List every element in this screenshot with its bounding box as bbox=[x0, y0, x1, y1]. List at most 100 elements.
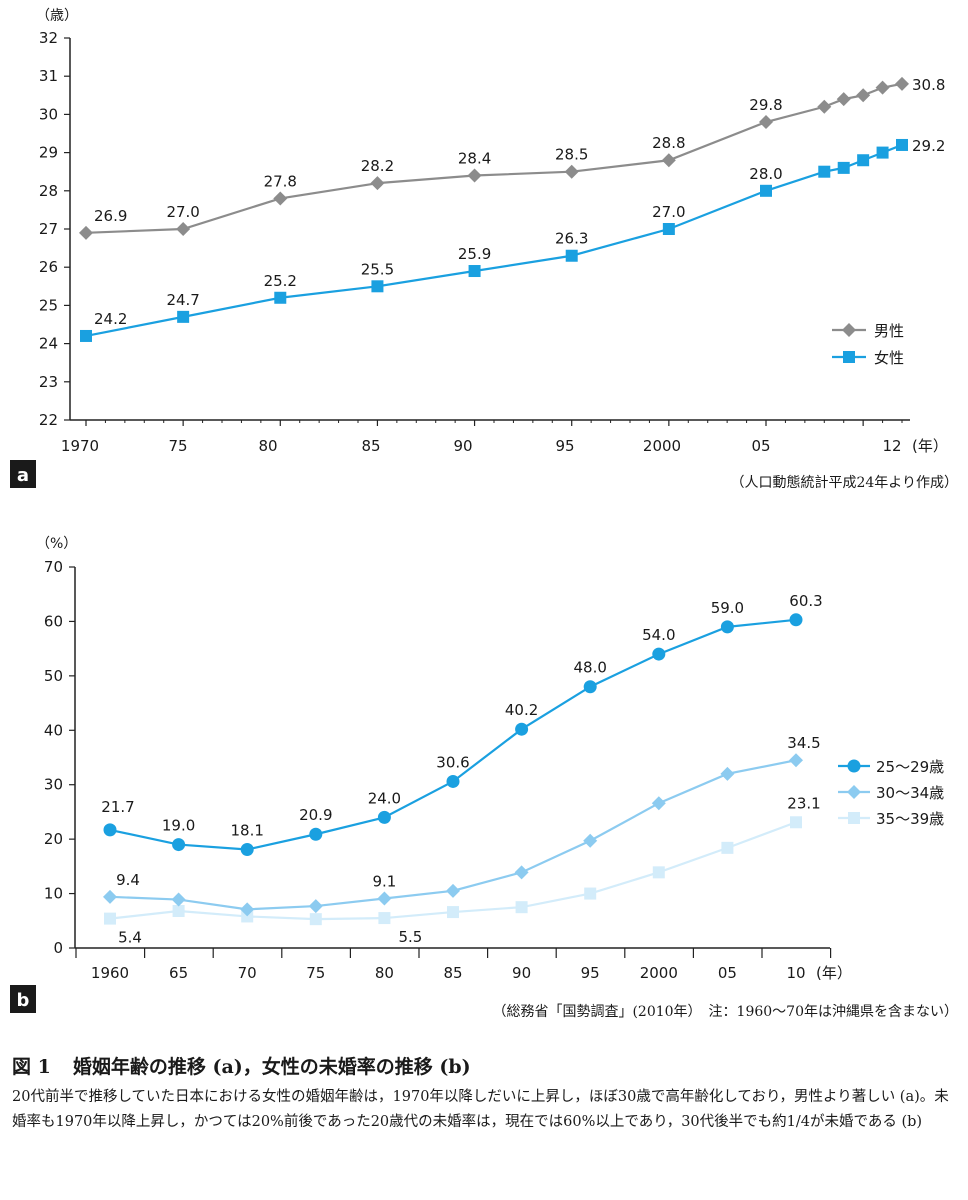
b-y-tick-label: 0 bbox=[53, 939, 63, 957]
a-data-label: 30.8 bbox=[912, 76, 945, 94]
a-x-tick-label: 90 bbox=[453, 437, 472, 455]
a-data-point bbox=[857, 154, 870, 167]
b-data-point bbox=[789, 613, 803, 627]
a-data-point bbox=[876, 146, 889, 159]
b-data-label: 34.5 bbox=[787, 734, 820, 752]
a-y-tick-label: 27 bbox=[39, 220, 58, 238]
a-data-label: 25.5 bbox=[361, 260, 394, 278]
a-data-label: 27.0 bbox=[652, 203, 685, 221]
b-x-tick-label: 95 bbox=[581, 964, 600, 982]
b-data-point bbox=[651, 796, 666, 811]
b-x-tick-label: 85 bbox=[443, 964, 462, 982]
b-y-tick-label: 60 bbox=[44, 612, 63, 630]
a-x-tick-label: 75 bbox=[168, 437, 187, 455]
a-data-point bbox=[370, 176, 385, 191]
caption-title-text: 婚姻年齢の推移 (a)，女性の未婚率の推移 (b) bbox=[72, 1056, 471, 1078]
b-data-point bbox=[789, 753, 803, 768]
figure-number: 図 1 bbox=[12, 1056, 51, 1078]
a-legend-marker bbox=[842, 323, 856, 337]
b-data-point bbox=[377, 810, 391, 824]
a-y-tick-label: 29 bbox=[39, 144, 58, 162]
b-data-point bbox=[240, 842, 254, 856]
a-y-unit: （歳） bbox=[36, 8, 78, 24]
b-data-point bbox=[309, 913, 322, 926]
a-data-point bbox=[818, 165, 831, 178]
a-data-label: 26.9 bbox=[94, 207, 127, 225]
b-data-point bbox=[515, 901, 528, 914]
b-x-tick-label: 65 bbox=[169, 964, 188, 982]
b-data-point bbox=[309, 827, 323, 841]
b-panel-tag: b bbox=[17, 990, 30, 1011]
a-data-label: 28.8 bbox=[652, 134, 685, 152]
a-x-tick-label: 05 bbox=[751, 437, 770, 455]
b-y-tick-label: 40 bbox=[44, 721, 63, 739]
a-data-point bbox=[274, 291, 287, 304]
a-y-tick-label: 26 bbox=[39, 258, 58, 276]
a-data-point bbox=[79, 225, 93, 240]
b-data-point bbox=[583, 833, 598, 848]
b-data-point bbox=[103, 823, 117, 837]
a-data-point bbox=[177, 310, 190, 323]
caption-title: 図 1 婚姻年齢の推移 (a)，女性の未婚率の推移 (b) bbox=[12, 1052, 958, 1079]
a-x-tick-label: 80 bbox=[258, 437, 277, 455]
b-data-point bbox=[720, 766, 735, 781]
a-data-point bbox=[467, 168, 482, 183]
b-data-label: 19.0 bbox=[162, 817, 195, 835]
b-y-tick-label: 70 bbox=[44, 558, 63, 576]
a-data-label: 24.2 bbox=[94, 310, 127, 328]
a-y-tick-label: 32 bbox=[39, 29, 58, 47]
b-legend-marker bbox=[847, 785, 861, 799]
a-data-label: 28.5 bbox=[555, 146, 588, 164]
b-data-label: 30.6 bbox=[436, 753, 469, 771]
a-data-point bbox=[661, 153, 676, 168]
b-x-tick-label: 75 bbox=[306, 964, 325, 982]
a-panel-tag-bg bbox=[10, 460, 36, 488]
b-data-point bbox=[240, 902, 255, 917]
b-data-point bbox=[515, 722, 529, 736]
a-legend-label: 女性 bbox=[874, 349, 904, 367]
a-data-label: 29.2 bbox=[912, 137, 945, 155]
b-data-point bbox=[446, 774, 460, 788]
a-data-label: 29.8 bbox=[749, 96, 782, 114]
b-data-label: 59.0 bbox=[711, 599, 744, 617]
b-data-point bbox=[447, 906, 459, 919]
b-x-tick-label: 80 bbox=[375, 964, 394, 982]
a-x-unit: (年） bbox=[912, 437, 948, 455]
a-y-tick-label: 24 bbox=[39, 335, 58, 353]
a-data-label: 28.2 bbox=[361, 157, 394, 175]
b-data-point bbox=[721, 841, 734, 854]
b-legend-label: 35～39歳 bbox=[876, 810, 944, 828]
b-data-point bbox=[584, 887, 597, 900]
b-legend-marker bbox=[848, 812, 860, 824]
b-x-tick-label: 2000 bbox=[640, 964, 678, 982]
a-y-tick-label: 25 bbox=[39, 296, 58, 314]
a-data-label: 27.0 bbox=[166, 203, 199, 221]
b-data-point bbox=[104, 912, 116, 925]
a-data-label: 25.2 bbox=[264, 272, 297, 290]
b-y-tick-label: 30 bbox=[44, 776, 63, 794]
b-x-unit: (年） bbox=[816, 964, 852, 982]
b-data-point bbox=[514, 865, 529, 880]
b-data-label: 9.4 bbox=[116, 871, 140, 889]
b-data-label: 5.5 bbox=[398, 928, 422, 946]
b-data-point bbox=[172, 838, 186, 852]
b-data-point bbox=[720, 620, 734, 634]
b-data-label: 18.1 bbox=[230, 821, 263, 839]
b-data-label: 9.1 bbox=[372, 872, 396, 890]
caption-body: 20代前半で推移していた日本における女性の婚姻年齢は，1970年以降しだいに上昇… bbox=[12, 1089, 949, 1130]
a-data-label: 25.9 bbox=[458, 245, 491, 263]
a-data-point bbox=[662, 223, 675, 235]
a-y-tick-label: 28 bbox=[39, 182, 58, 200]
a-y-tick-label: 30 bbox=[39, 105, 58, 123]
a-y-tick-label: 22 bbox=[39, 411, 58, 429]
b-panel-tag-bg bbox=[10, 985, 36, 1013]
b-data-label: 5.4 bbox=[118, 929, 142, 947]
a-x-tick-label: 95 bbox=[555, 437, 574, 455]
b-x-tick-label: 90 bbox=[512, 964, 531, 982]
b-series-line-age-25-29 bbox=[109, 618, 797, 851]
b-data-point bbox=[446, 883, 460, 898]
b-data-point bbox=[172, 904, 185, 917]
b-data-point bbox=[652, 866, 665, 879]
b-data-point bbox=[377, 891, 392, 906]
b-data-label: 60.3 bbox=[789, 592, 822, 610]
